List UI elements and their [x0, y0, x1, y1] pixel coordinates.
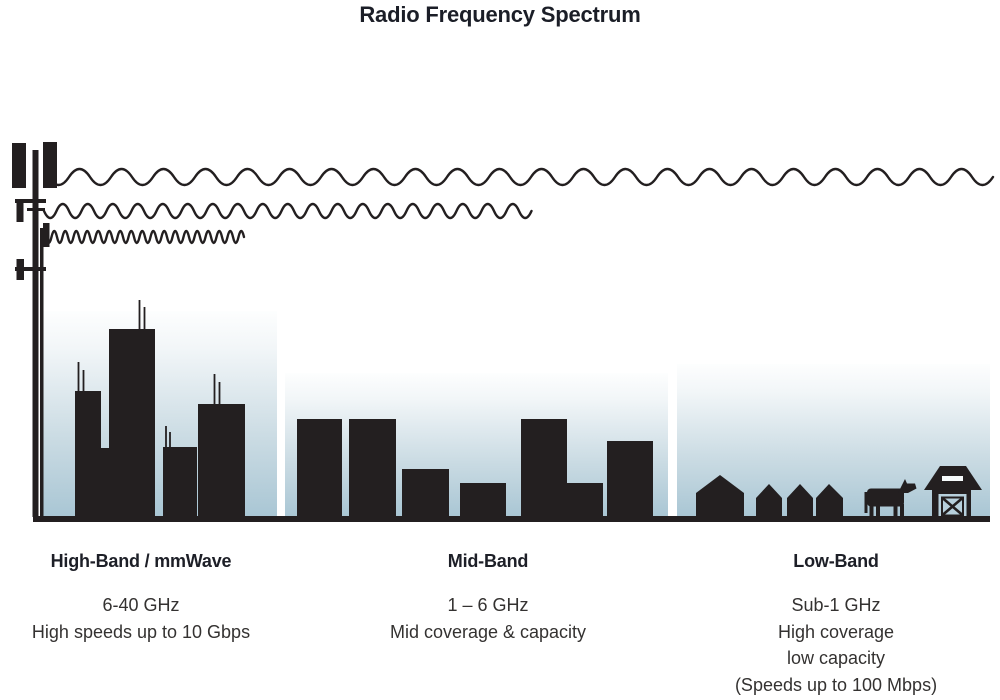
- village-houses-icon: [696, 475, 843, 519]
- low-band-label: Low-Band Sub-1 GHz High coverage low cap…: [706, 549, 966, 698]
- medium-wavelength-wave-icon: [42, 202, 533, 220]
- low-band-name: Low-Band: [793, 551, 879, 571]
- page-title: Radio Frequency Spectrum: [359, 2, 641, 27]
- band-backgrounds: [42, 311, 990, 517]
- mid-band-detail: Mid coverage & capacity: [389, 621, 587, 642]
- high-band-frequency: 6-40 GHz: [102, 595, 180, 615]
- low-band-detail-capacity: low capacity: [786, 648, 886, 668]
- mid-band-frequency: 1 – 6 GHz: [447, 595, 529, 615]
- high-band-detail: High speeds up to 10 Gbps: [31, 621, 251, 642]
- mid-band-label: Mid-Band 1 – 6 GHz Mid coverage & capaci…: [358, 549, 618, 645]
- low-band-frequency: Sub-1 GHz: [791, 595, 881, 615]
- ground-baseline: [33, 516, 990, 522]
- long-wavelength-wave-icon: [46, 167, 995, 187]
- cell-tower-icon: [12, 142, 57, 517]
- high-band-label: High-Band / mmWave 6-40 GHz High speeds …: [11, 549, 271, 645]
- short-wavelength-wave-icon: [44, 229, 246, 245]
- low-band-detail-speeds: (Speeds up to 100 Mbps): [734, 674, 938, 695]
- cow-icon: [864, 479, 917, 518]
- town-buildings-icon: [297, 419, 653, 517]
- mid-band-name: Mid-Band: [447, 551, 529, 571]
- high-band-name: High-Band / mmWave: [50, 551, 232, 571]
- city-skyline-icon: [75, 300, 245, 517]
- barn-icon: [924, 466, 982, 520]
- low-band-detail-coverage: High coverage: [777, 621, 895, 642]
